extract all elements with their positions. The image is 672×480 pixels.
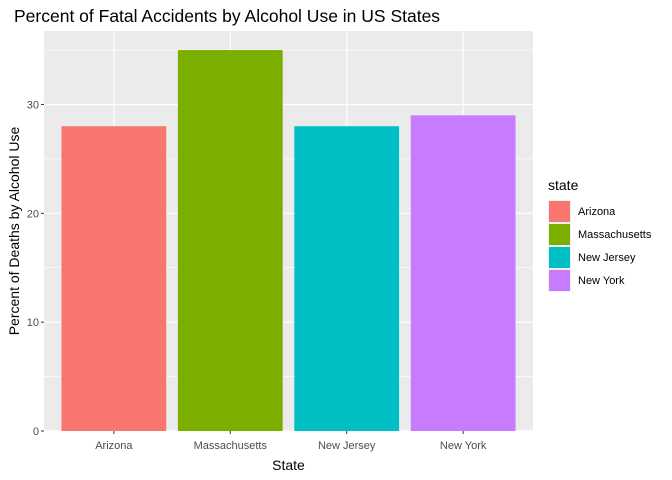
bar-new-jersey: [294, 126, 400, 431]
y-tick-label: 0: [33, 426, 39, 438]
legend-swatch: [549, 224, 570, 245]
legend-swatch: [549, 247, 570, 268]
y-axis-title: Percent of Deaths by Alcohol Use: [6, 127, 22, 336]
legend-label: Arizona: [578, 206, 616, 218]
x-tick-label: New Jersey: [318, 440, 376, 452]
legend-label: New York: [578, 275, 625, 287]
x-axis-title: State: [272, 457, 305, 473]
legend: state Arizona Massachusetts New Jersey New …: [548, 177, 652, 292]
x-axis: Arizona Massachusetts New Jersey New York: [95, 431, 487, 452]
x-tick-label: Massachusetts: [194, 440, 268, 452]
x-tick-label: New York: [440, 440, 487, 452]
y-tick-label: 10: [27, 317, 39, 329]
legend-label: Massachusetts: [578, 229, 652, 241]
bar-new-york: [410, 115, 516, 431]
legend-swatch: [549, 270, 570, 291]
y-tick-label: 30: [27, 99, 39, 111]
chart-title: Percent of Fatal Accidents by Alcohol Us…: [14, 6, 440, 26]
y-tick-label: 20: [27, 208, 39, 220]
x-tick-label: Arizona: [95, 440, 133, 452]
bars: [61, 50, 516, 432]
legend-swatch: [549, 201, 570, 222]
bar-massachusetts: [177, 50, 283, 432]
legend-title: state: [548, 177, 579, 193]
bar-arizona: [61, 126, 167, 431]
legend-label: New Jersey: [578, 252, 636, 264]
y-axis: 0 10 20 30: [27, 99, 44, 438]
